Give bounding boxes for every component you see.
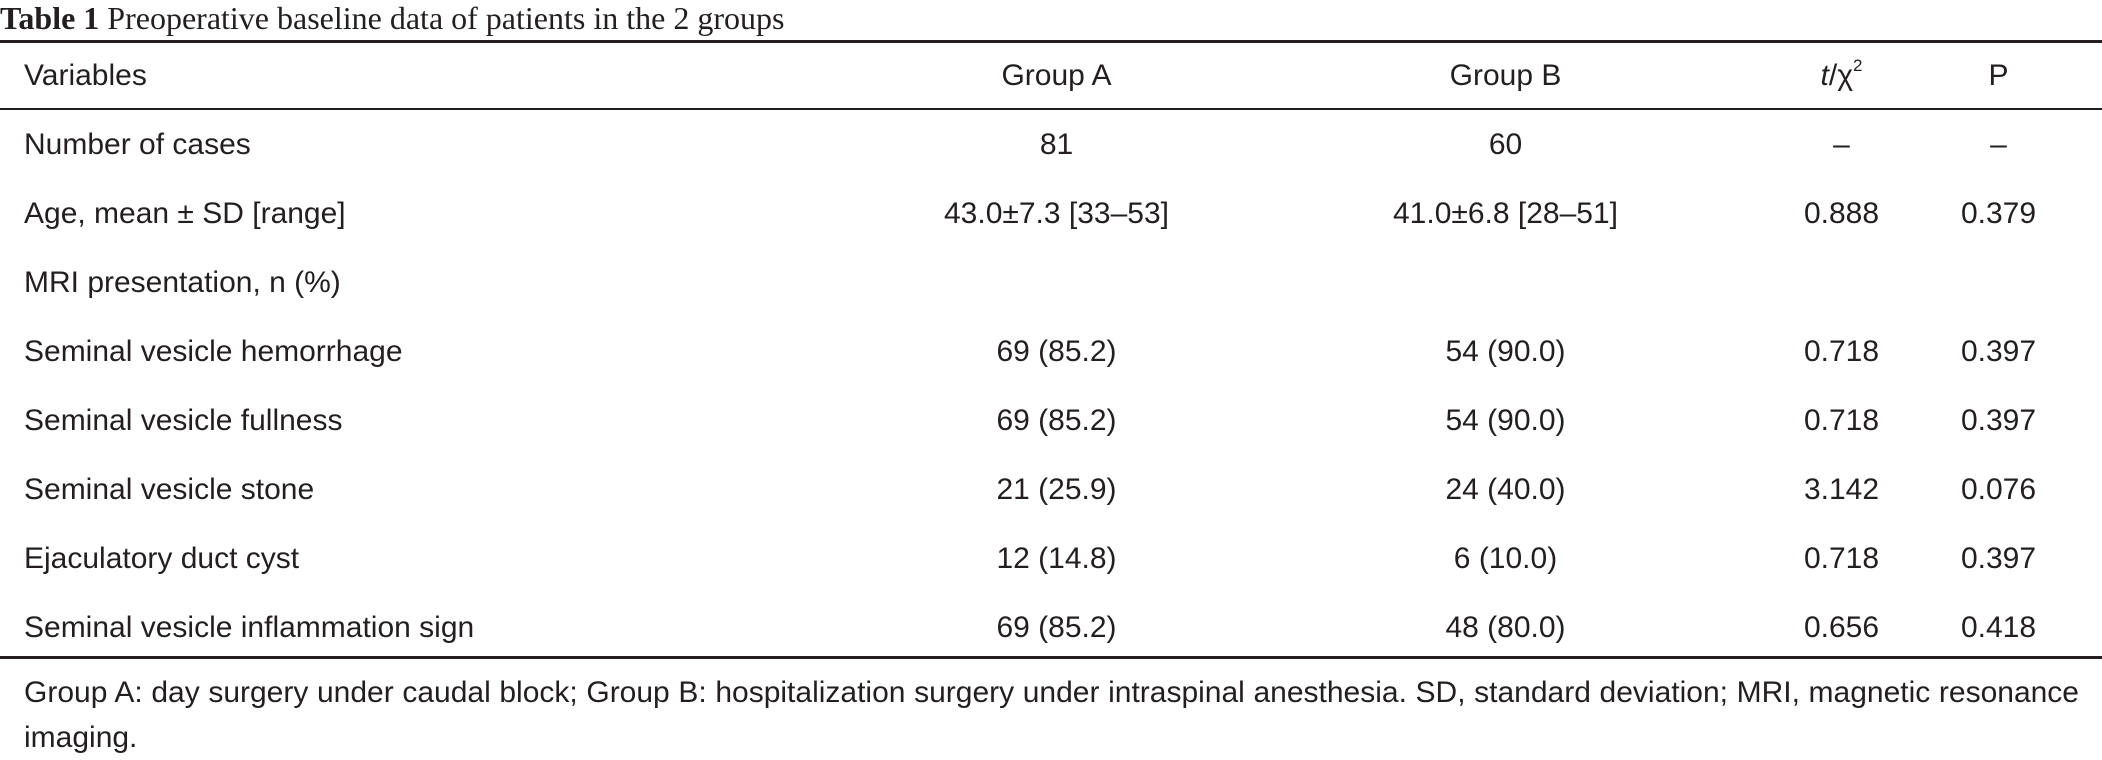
cell-group-a: 69 (85.2): [996, 334, 1117, 368]
row-label: MRI presentation, n (%): [24, 265, 341, 299]
cell-group-b: 24 (40.0): [1445, 472, 1566, 506]
cell-p: –: [1990, 127, 2007, 161]
cell-group-a: 43.0±7.3 [33–53]: [944, 196, 1169, 230]
header-statistic-sup: 2: [1852, 55, 1863, 75]
cell-p: 0.076: [1960, 472, 2037, 506]
row-label: Seminal vesicle hemorrhage: [24, 334, 403, 368]
cell-p: [1895, 248, 2102, 317]
header-variables: Variables: [24, 58, 147, 92]
cell-statistic: 0.718: [1803, 541, 1880, 575]
cell-group-b: 54 (90.0): [1445, 403, 1566, 437]
header-group-a: Group A: [1001, 58, 1112, 92]
table-footnote: Group A: day surgery under caudal block;…: [24, 676, 2079, 754]
cell-group-a: [890, 248, 1223, 317]
cell-group-a: 12 (14.8): [996, 541, 1117, 575]
cell-group-b: [1223, 248, 1788, 317]
table-caption-text: Preoperative baseline data of patients i…: [107, 0, 785, 36]
table-row: Ejaculatory duct cyst 12 (14.8) 6 (10.0)…: [0, 524, 2102, 593]
table-row: MRI presentation, n (%): [0, 248, 2102, 317]
cell-p: 0.418: [1960, 610, 2037, 644]
cell-group-a: 81: [1039, 127, 1074, 161]
row-label: Seminal vesicle inflammation sign: [24, 610, 475, 644]
table-caption-label: Table 1: [0, 0, 100, 36]
table-row: Seminal vesicle stone 21 (25.9) 24 (40.0…: [0, 455, 2102, 524]
row-label: Ejaculatory duct cyst: [24, 541, 300, 575]
cell-group-b: 54 (90.0): [1445, 334, 1566, 368]
cell-statistic: [1788, 248, 1895, 317]
cell-statistic: 0.718: [1803, 403, 1880, 437]
table-header-row: Variables Group A Group B t/χ2 P: [0, 43, 2102, 108]
cell-statistic: 0.718: [1803, 334, 1880, 368]
cell-group-b: 6 (10.0): [1453, 541, 1558, 575]
table-row: Seminal vesicle hemorrhage 69 (85.2) 54 …: [0, 317, 2102, 386]
cell-p: 0.397: [1960, 403, 2037, 437]
row-label: Seminal vesicle fullness: [24, 403, 343, 437]
header-group-b: Group B: [1449, 58, 1562, 92]
bottom-rule: [0, 656, 2102, 659]
cell-statistic: 0.888: [1803, 196, 1880, 230]
header-statistic-chi: /χ: [1828, 58, 1853, 92]
header-statistic-t: t: [1820, 58, 1829, 92]
header-p: P: [1988, 58, 2009, 92]
cell-statistic: 3.142: [1803, 472, 1880, 506]
header-statistic: t/χ2: [1788, 43, 1895, 108]
cell-statistic: –: [1833, 127, 1850, 161]
cell-group-a: 21 (25.9): [996, 472, 1117, 506]
cell-group-a: 69 (85.2): [996, 610, 1117, 644]
row-label: Seminal vesicle stone: [24, 472, 315, 506]
table-row: Seminal vesicle inflammation sign 69 (85…: [0, 593, 2102, 662]
top-rule: [0, 40, 2102, 43]
row-label: Age, mean ± SD [range]: [24, 196, 346, 230]
header-rule: [0, 108, 2102, 110]
cell-p: 0.397: [1960, 541, 2037, 575]
table-row: Seminal vesicle fullness 69 (85.2) 54 (9…: [0, 386, 2102, 455]
cell-p: 0.379: [1960, 196, 2037, 230]
cell-group-b: 60: [1488, 127, 1523, 161]
cell-p: 0.397: [1960, 334, 2037, 368]
table-row: Age, mean ± SD [range] 43.0±7.3 [33–53] …: [0, 179, 2102, 248]
cell-group-b: 41.0±6.8 [28–51]: [1393, 196, 1618, 230]
row-label: Number of cases: [24, 127, 251, 161]
baseline-data-table: Variables Group A Group B t/χ2 P Number …: [0, 43, 2102, 662]
cell-group-b: 48 (80.0): [1445, 610, 1566, 644]
table-row: Number of cases 81 60 – –: [0, 110, 2102, 179]
cell-group-a: 69 (85.2): [996, 403, 1117, 437]
cell-statistic: 0.656: [1803, 610, 1880, 644]
table-caption: Table 1 Preoperative baseline data of pa…: [0, 0, 784, 40]
